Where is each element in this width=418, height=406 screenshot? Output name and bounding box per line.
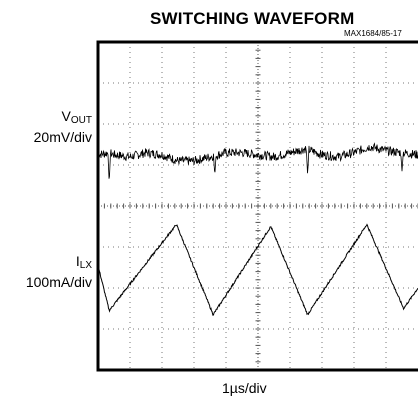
chart-title: SWITCHING WAVEFORM — [150, 9, 355, 28]
ilx-scale-label: 100mA/div — [25, 274, 92, 290]
plot-frame — [96, 40, 418, 372]
ilx-channel-name: ILX — [75, 253, 92, 271]
vout-axis-label: VOUT 20mV/div — [2, 108, 92, 146]
plot-grid — [97, 41, 418, 371]
part-number-label: MAX1684/85-17 — [344, 29, 402, 38]
x-axis-label: 1µs/div — [222, 380, 267, 396]
ilx-trace — [97, 223, 418, 316]
ilx-axis-label: ILX 100mA/div — [2, 253, 92, 291]
vout-scale-label: 20mV/div — [33, 129, 92, 145]
vout-channel-name: VOUT — [61, 108, 92, 126]
vout-trace — [97, 142, 418, 179]
plot-traces — [97, 142, 418, 316]
